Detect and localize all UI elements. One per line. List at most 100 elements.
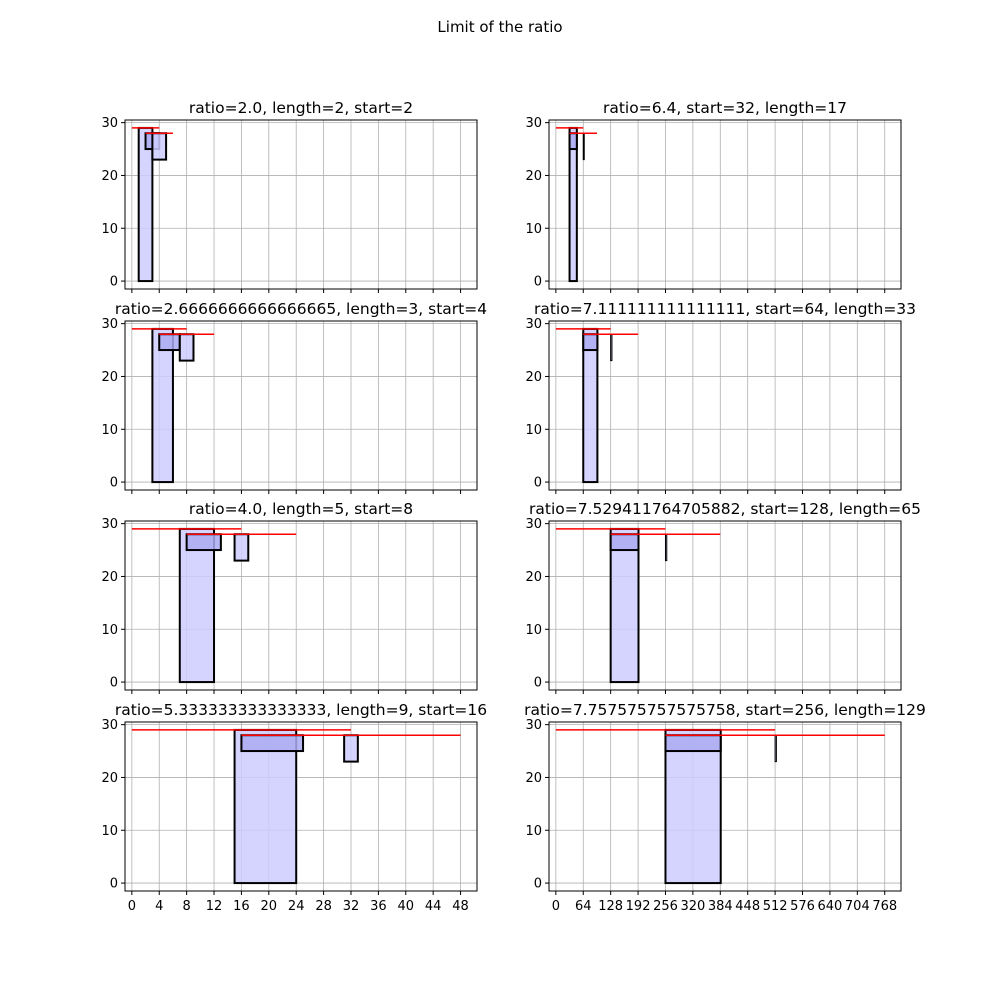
x-tick-label: 704 bbox=[845, 899, 870, 914]
y-tick-label: 0 bbox=[110, 476, 118, 491]
y-tick-label: 0 bbox=[110, 275, 118, 290]
bar bbox=[178, 527, 216, 684]
y-tick-label: 0 bbox=[534, 476, 542, 491]
bar bbox=[233, 728, 298, 885]
y-tick-label: 0 bbox=[534, 676, 542, 691]
x-tick-label: 24 bbox=[288, 899, 305, 914]
y-tick-label: 10 bbox=[101, 423, 118, 438]
y-tick-label: 20 bbox=[525, 370, 542, 385]
y-tick-label: 10 bbox=[101, 222, 118, 237]
subplot-6: ratio=7.529411764705882, start=128, leng… bbox=[525, 500, 921, 694]
x-tick-label: 640 bbox=[818, 899, 843, 914]
x-tick-label: 768 bbox=[872, 899, 897, 914]
x-tick-label: 36 bbox=[370, 899, 387, 914]
bar bbox=[664, 728, 722, 885]
x-tick-label: 0 bbox=[552, 899, 560, 914]
x-tick-label: 512 bbox=[763, 899, 788, 914]
x-tick-label: 256 bbox=[653, 899, 678, 914]
bar bbox=[609, 533, 640, 552]
y-tick-label: 20 bbox=[525, 771, 542, 786]
bar bbox=[774, 734, 777, 763]
y-tick-label: 30 bbox=[101, 718, 118, 733]
bar bbox=[664, 533, 668, 562]
subplot-title: ratio=5.333333333333333, length=9, start… bbox=[115, 701, 487, 719]
bar bbox=[151, 132, 168, 161]
x-tick-label: 64 bbox=[575, 899, 592, 914]
subplot-1: ratio=2.0, length=2, start=2 0 10 20 30 bbox=[101, 99, 478, 293]
axes-frame bbox=[548, 320, 902, 491]
bar bbox=[568, 126, 578, 283]
y-tick-label: 10 bbox=[525, 824, 542, 839]
x-tick-label: 448 bbox=[735, 899, 760, 914]
subplot-4: ratio=7.111111111111111, start=64, lengt… bbox=[525, 300, 916, 494]
bar bbox=[343, 734, 359, 763]
subplot-title: ratio=6.4, start=32, length=17 bbox=[603, 99, 847, 117]
subplot-title: ratio=4.0, length=5, start=8 bbox=[189, 500, 413, 518]
y-tick-label: 10 bbox=[525, 623, 542, 638]
axes-frame bbox=[124, 721, 478, 892]
subplot-title: ratio=2.6666666666666665, length=3, star… bbox=[115, 300, 487, 318]
subplot-5: ratio=4.0, length=5, start=8 0 10 20 30 bbox=[101, 500, 478, 694]
y-tick-label: 20 bbox=[101, 570, 118, 585]
axes-frame bbox=[124, 520, 478, 691]
x-tick-label: 4 bbox=[155, 899, 163, 914]
y-tick-label: 10 bbox=[525, 423, 542, 438]
bar bbox=[158, 333, 181, 352]
y-tick-label: 20 bbox=[101, 169, 118, 184]
y-tick-label: 30 bbox=[525, 517, 542, 532]
x-tick-label: 384 bbox=[708, 899, 733, 914]
subplot-3: ratio=2.6666666666666665, length=3, star… bbox=[101, 300, 487, 494]
bar bbox=[185, 533, 222, 552]
subplot-grid: ratio=2.0, length=2, start=20102030ratio… bbox=[101, 99, 925, 914]
bar bbox=[664, 734, 722, 753]
y-tick-label: 10 bbox=[101, 623, 118, 638]
bar bbox=[233, 533, 250, 562]
x-tick-label: 32 bbox=[343, 899, 360, 914]
y-tick-label: 10 bbox=[101, 824, 118, 839]
x-tick-label: 20 bbox=[261, 899, 278, 914]
x-tick-label: 8 bbox=[182, 899, 190, 914]
x-tick-label: 320 bbox=[680, 899, 705, 914]
subplot-title: ratio=7.757575757575758, start=256, leng… bbox=[524, 701, 926, 719]
axes-frame bbox=[548, 721, 902, 892]
subplot-2: ratio=6.4, start=32, length=17 0 10 20 30 bbox=[525, 99, 902, 293]
y-tick-label: 0 bbox=[110, 676, 118, 691]
bar bbox=[568, 132, 578, 151]
y-tick-label: 30 bbox=[525, 718, 542, 733]
x-tick-label: 128 bbox=[598, 899, 623, 914]
y-tick-label: 20 bbox=[525, 570, 542, 585]
y-tick-label: 30 bbox=[101, 116, 118, 131]
subplot-title: ratio=2.0, length=2, start=2 bbox=[189, 99, 413, 117]
subplot-title: ratio=7.529411764705882, start=128, leng… bbox=[529, 500, 921, 518]
bar bbox=[582, 132, 585, 161]
subplot-title: ratio=7.111111111111111, start=64, lengt… bbox=[534, 300, 916, 318]
y-tick-label: 0 bbox=[534, 275, 542, 290]
axes-frame bbox=[548, 520, 902, 691]
y-tick-label: 30 bbox=[525, 116, 542, 131]
x-tick-label: 0 bbox=[128, 899, 136, 914]
y-tick-label: 30 bbox=[525, 317, 542, 332]
axes-frame bbox=[548, 119, 902, 290]
subplot-7: ratio=5.333333333333333, length=9, start… bbox=[101, 701, 487, 914]
bar bbox=[240, 734, 305, 753]
x-tick-label: 48 bbox=[452, 899, 469, 914]
bar bbox=[582, 333, 599, 352]
bar bbox=[178, 333, 195, 362]
y-tick-label: 20 bbox=[101, 771, 118, 786]
y-tick-label: 0 bbox=[110, 877, 118, 892]
y-tick-label: 20 bbox=[101, 370, 118, 385]
figure-title: Limit of the ratio bbox=[437, 18, 562, 36]
y-tick-label: 30 bbox=[101, 317, 118, 332]
x-tick-label: 40 bbox=[398, 899, 415, 914]
x-tick-label: 16 bbox=[233, 899, 250, 914]
bar bbox=[151, 327, 174, 484]
x-tick-label: 44 bbox=[425, 899, 442, 914]
bar bbox=[610, 333, 613, 362]
x-tick-label: 192 bbox=[626, 899, 651, 914]
bar bbox=[609, 527, 640, 684]
y-tick-label: 0 bbox=[534, 877, 542, 892]
bar bbox=[137, 126, 154, 283]
y-tick-label: 30 bbox=[101, 517, 118, 532]
